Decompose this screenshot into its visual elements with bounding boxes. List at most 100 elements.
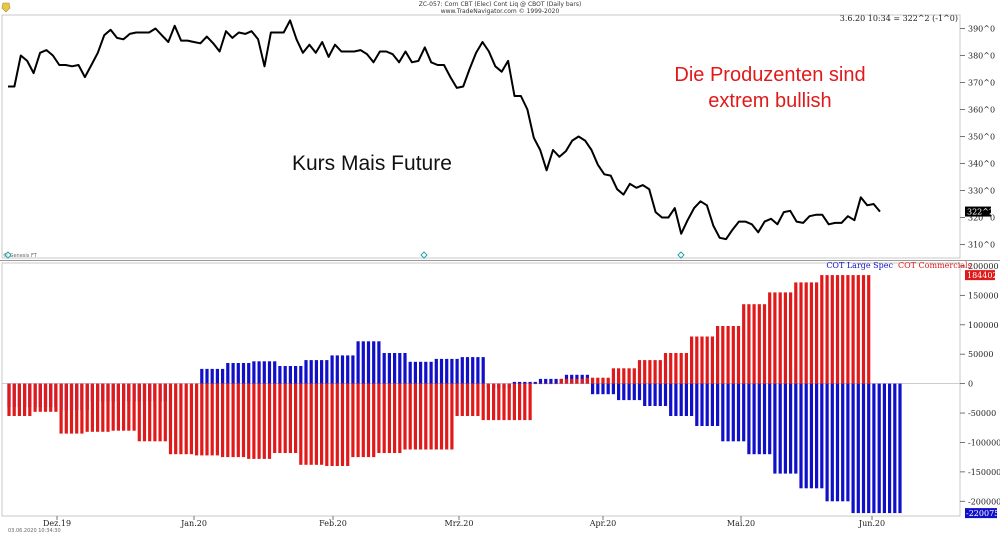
bar-commercials [559,378,563,384]
bar-commercials [335,383,339,466]
bar-commercials [799,282,803,384]
bar-large-spec [804,383,808,489]
bar-large-spec [262,361,266,384]
bar-large-spec [757,383,761,455]
cot-y-tick-label: -200000 [968,497,1000,506]
bar-large-spec [653,383,657,406]
bar-commercials [794,282,798,384]
bar-commercials [85,383,89,432]
bar-large-spec [861,383,866,514]
bar-commercials [278,383,282,453]
x-tick-label: Dez.19 [43,519,71,528]
bar-commercials [127,383,131,431]
bar-commercials [679,353,683,384]
event-marker [420,251,428,259]
bar-commercials [512,383,516,421]
bar-large-spec [846,383,850,502]
price-y-tick-label: 350^0 [968,133,995,142]
bar-commercials [825,275,829,384]
bar-commercials [299,383,303,465]
bar-commercials [262,383,266,459]
bar-large-spec [419,361,423,384]
bar-commercials [64,383,68,434]
bar-large-spec [476,357,480,384]
bar-large-spec [637,383,642,401]
bar-large-spec [773,383,777,474]
bar-commercials [455,383,459,416]
bar-large-spec [314,360,318,384]
bar-large-spec [366,341,371,384]
bar-commercials [632,368,636,384]
bar-commercials [502,383,506,421]
bar-commercials [7,383,11,416]
bar-commercials [648,360,652,384]
large-spec-last-value-box [965,508,997,519]
chart-header-line2: www.TradeNavigator.com © 1999-2020 [440,8,560,15]
bar-large-spec [450,358,454,384]
bar-commercials [627,368,631,384]
bar-large-spec [304,360,308,384]
large-spec-last-value-label: -220075 [966,509,999,518]
bar-commercials [481,383,485,421]
bar-large-spec [716,383,720,426]
price-y-tick-label: 380^0 [968,52,995,61]
cot-y-tick-label: -150000 [968,468,1000,477]
bar-commercials [575,378,579,384]
bar-large-spec [252,361,256,384]
bar-commercials [601,377,605,384]
bar-large-spec [742,383,746,442]
bar-commercials [830,275,834,384]
bar-commercials [75,383,79,434]
bar-large-spec [351,355,355,384]
bar-large-spec [856,383,860,514]
bar-large-spec [408,361,412,384]
bar-large-spec [221,368,225,384]
cot-y-tick-label: 100000 [968,321,999,330]
bar-commercials [122,383,126,431]
bar-large-spec [893,383,897,514]
price-series-line [8,19,881,241]
bar-large-spec [387,353,391,384]
bar-commercials [226,383,230,458]
bar-commercials [49,383,53,412]
bar-large-spec [241,363,246,384]
bar-commercials [851,275,855,384]
bar-commercials [398,383,402,453]
bar-large-spec [778,383,782,474]
bar-commercials [361,383,365,458]
price-panel-frame [1,14,961,259]
bar-large-spec [789,383,793,474]
bar-large-spec [611,383,615,395]
cot-y-tick-label: 0 [968,380,973,389]
bar-commercials [721,326,725,384]
bar-large-spec [601,383,605,395]
bar-commercials [585,377,589,384]
price-last-value-box [965,206,991,217]
bar-commercials [768,292,772,384]
bar-large-spec [888,383,892,514]
legend-large-spec: COT Large Spec [826,261,893,270]
bar-commercials [393,383,397,453]
bar-large-spec [627,383,631,401]
bar-commercials [340,383,345,466]
bar-commercials [325,383,329,466]
bar-commercials [700,336,704,384]
bar-commercials [804,282,808,384]
bar-commercials [695,336,699,384]
bar-commercials [856,275,860,384]
bar-commercials [148,383,152,442]
bar-commercials [747,304,751,384]
bar-commercials [372,383,376,458]
bar-large-spec [403,353,407,384]
bar-large-spec [340,355,345,384]
bar-large-spec [267,361,272,384]
bar-commercials [252,383,256,459]
bar-large-spec [346,355,350,384]
bar-commercials [716,326,720,384]
bar-commercials [247,383,251,459]
bar-commercials [38,383,42,412]
bar-large-spec [382,353,386,384]
bar-commercials [111,383,115,431]
bar-commercials [356,383,360,458]
